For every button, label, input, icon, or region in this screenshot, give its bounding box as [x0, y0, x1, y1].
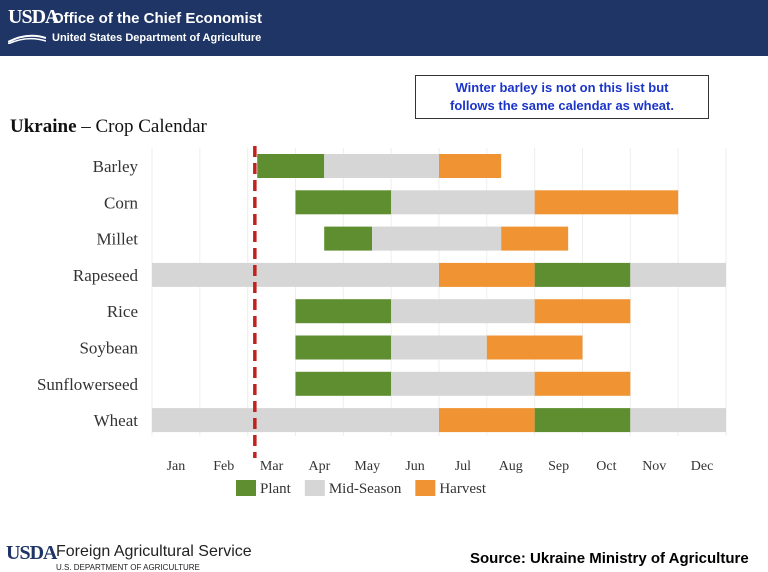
month-label-jan: Jan — [167, 459, 186, 474]
month-label-jun: Jun — [405, 459, 424, 474]
legend-label-mid: Mid-Season — [329, 481, 402, 497]
bar-rapeseed-plant — [534, 262, 631, 287]
note-line-1: Winter barley is not on this list but — [455, 80, 669, 95]
chart-title: Ukraine – Crop Calendar — [10, 116, 207, 138]
crop-label-rapeseed: Rapeseed — [73, 266, 139, 285]
source-note: Source: Ukraine Ministry of Agriculture — [470, 550, 749, 567]
legend-label-plant: Plant — [260, 481, 292, 497]
legend-swatch-mid — [304, 480, 325, 496]
month-label-aug: Aug — [499, 459, 523, 474]
footer-department: U.S. DEPARTMENT OF AGRICULTURE — [56, 563, 200, 572]
chart-title-dash: – — [81, 116, 91, 137]
crop-label-corn: Corn — [104, 193, 139, 212]
bar-millet-mid — [372, 226, 502, 251]
crop-label-millet: Millet — [96, 230, 138, 249]
month-label-dec: Dec — [691, 459, 714, 474]
chart-title-subtitle: Crop Calendar — [95, 116, 207, 137]
month-label-feb: Feb — [213, 459, 234, 474]
bar-wheat-mid — [152, 408, 439, 433]
legend-swatch-plant — [236, 480, 256, 496]
bar-corn-plant — [295, 190, 392, 215]
bar-sunflowerseed-plant — [295, 371, 392, 396]
bar-barley-mid — [324, 154, 439, 178]
month-label-may: May — [354, 459, 380, 474]
footer-usda-logo: USDA — [6, 542, 57, 564]
crop-label-sunflowerseed: Sunflowerseed — [37, 375, 139, 394]
bar-sunflowerseed-harvest — [534, 371, 631, 396]
month-label-mar: Mar — [260, 459, 284, 474]
legend-label-harvest: Harvest — [439, 481, 486, 497]
bar-barley-harvest — [439, 154, 502, 178]
crop-label-wheat: Wheat — [94, 411, 139, 430]
bar-rapeseed-mid — [152, 262, 439, 287]
department-title: United States Department of Agriculture — [52, 32, 262, 44]
usda-logo: USDA — [8, 6, 59, 44]
bar-rapeseed-mid — [630, 262, 726, 287]
bar-millet-plant — [324, 226, 373, 251]
note-box: Winter barley is not on this list but fo… — [415, 75, 709, 119]
note-line-2: follows the same calendar as wheat. — [450, 98, 674, 113]
month-label-oct: Oct — [596, 459, 616, 474]
bar-wheat-mid — [630, 408, 726, 433]
crop-label-soybean: Soybean — [79, 339, 138, 358]
month-label-apr: Apr — [309, 459, 331, 474]
office-title: Office of the Chief Economist — [52, 10, 263, 27]
usda-logo-text: USDA — [8, 6, 59, 28]
bar-corn-mid — [391, 190, 535, 215]
bar-soybean-harvest — [486, 335, 583, 360]
header-bar: USDA Office of the Chief Economist Unite… — [0, 0, 768, 56]
bar-soybean-plant — [295, 335, 392, 360]
crop-label-barley: Barley — [93, 157, 139, 176]
crop-label-rice: Rice — [107, 302, 138, 321]
month-label-jul: Jul — [455, 459, 471, 474]
bar-barley-plant — [257, 154, 325, 178]
month-label-sep: Sep — [548, 459, 569, 474]
bar-wheat-harvest — [439, 408, 535, 433]
bar-rice-mid — [391, 299, 535, 324]
bar-wheat-plant — [534, 408, 631, 433]
bar-corn-harvest — [534, 190, 679, 215]
bar-rice-harvest — [534, 299, 631, 324]
legend-swatch-harvest — [415, 480, 436, 496]
crop-calendar-chart: Barley Corn Millet Rapeseed Rice Soybean Sunfl… — [37, 146, 727, 497]
usda-swoosh-icon — [8, 34, 46, 44]
bar-soybean-mid — [391, 335, 487, 360]
bar-rapeseed-harvest — [439, 262, 535, 287]
footer-agency: Foreign Agricultural Service — [56, 543, 252, 560]
month-label-nov: Nov — [642, 459, 666, 474]
bar-rice-plant — [295, 299, 392, 324]
chart-title-country: Ukraine — [10, 116, 77, 137]
bar-sunflowerseed-mid — [391, 371, 535, 396]
bar-millet-harvest — [501, 226, 569, 251]
